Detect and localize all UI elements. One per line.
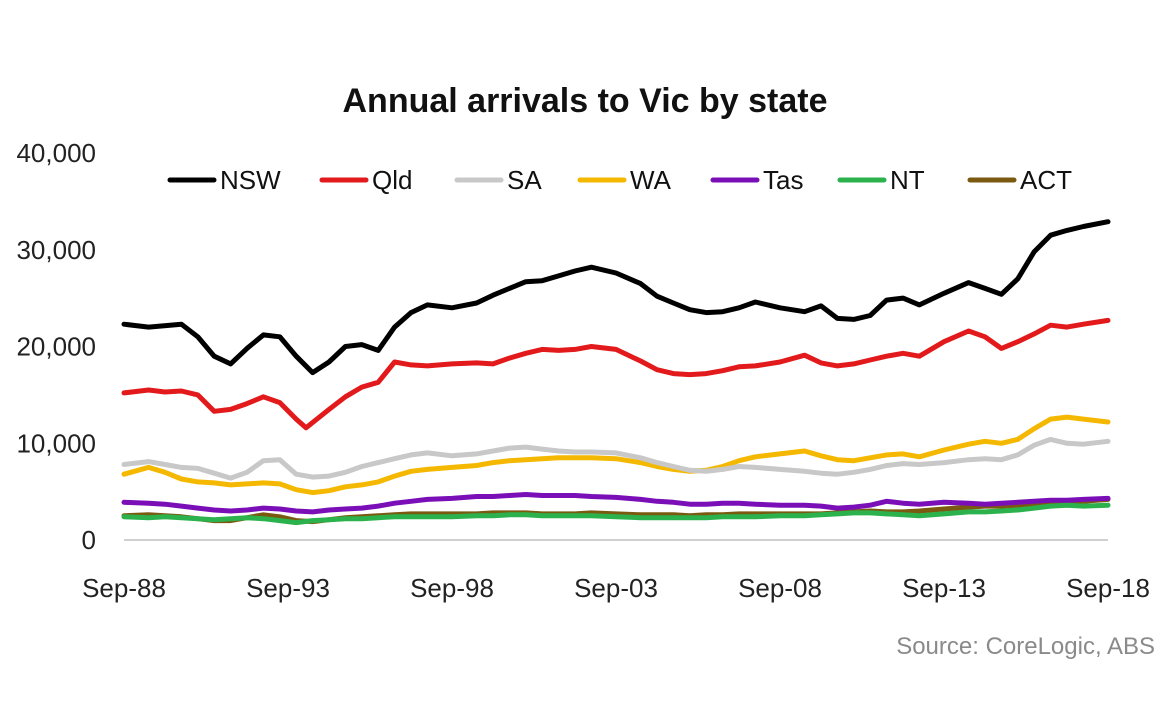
x-tick-label: Sep-18 <box>1066 573 1150 603</box>
y-tick-label: 20,000 <box>16 332 96 362</box>
x-tick-label: Sep-93 <box>246 573 330 603</box>
series-line-tas <box>121 492 1111 515</box>
plot-area <box>121 219 1111 526</box>
chart-legend: NSW Qld SA WA Tas NT ACT <box>167 165 1072 195</box>
legend-label-sa: SA <box>507 165 542 195</box>
legend-label-nt: NT <box>890 165 925 195</box>
y-tick-label: 10,000 <box>16 428 96 458</box>
series-line-sa <box>121 436 1111 481</box>
x-tick-label: Sep-03 <box>574 573 658 603</box>
y-axis: 0 10,000 20,000 30,000 40,000 <box>16 138 96 555</box>
legend-label-nsw: NSW <box>220 165 281 195</box>
x-tick-label: Sep-98 <box>410 573 494 603</box>
source-note: Source: CoreLogic, ABS <box>896 633 1155 660</box>
chart-title: Annual arrivals to Vic by state <box>343 82 828 120</box>
series-line-qld <box>121 317 1111 431</box>
y-tick-label: 30,000 <box>16 235 96 265</box>
y-tick-label: 40,000 <box>16 138 96 168</box>
series-line-nsw <box>121 219 1111 376</box>
x-tick-label: Sep-13 <box>902 573 986 603</box>
x-axis: Sep-88 Sep-93 Sep-98 Sep-03 Sep-08 Sep-13 Sep-… <box>82 573 1150 603</box>
x-tick-label: Sep-88 <box>82 573 166 603</box>
series-line-wa <box>121 414 1111 496</box>
legend-label-qld: Qld <box>372 165 412 195</box>
series-line-nt <box>121 502 1111 526</box>
x-tick-label: Sep-08 <box>738 573 822 603</box>
legend-label-tas: Tas <box>763 165 803 195</box>
y-tick-label: 0 <box>82 525 96 555</box>
series-line-act <box>121 496 1111 525</box>
legend-label-act: ACT <box>1020 165 1072 195</box>
legend-label-wa: WA <box>630 165 672 195</box>
